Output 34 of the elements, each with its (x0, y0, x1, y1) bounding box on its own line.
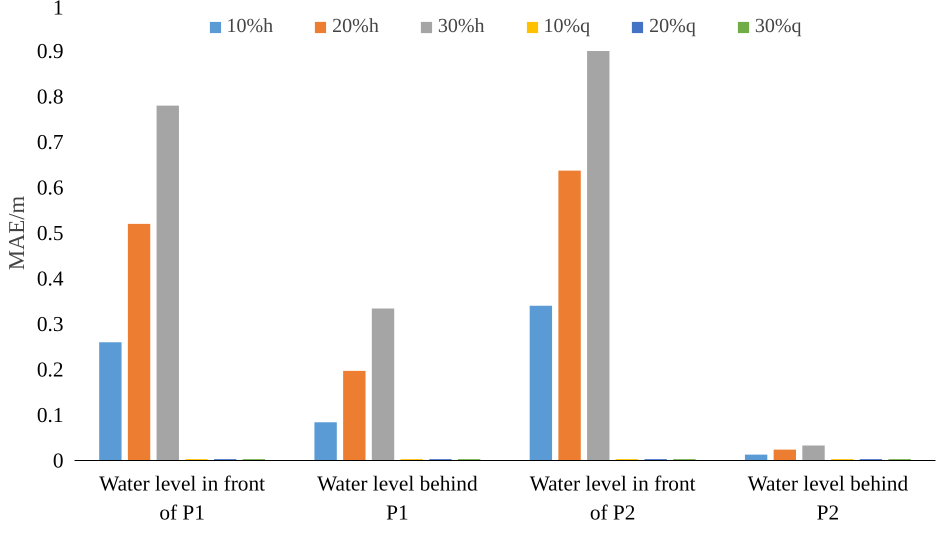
y-tick-label: 0.4 (36, 266, 64, 290)
y-tick-label: 0.2 (36, 358, 64, 382)
y-tick-label: 0.3 (36, 312, 64, 336)
y-tick-label: 0.6 (36, 176, 64, 200)
x-tick-label: Water level in front of P2 (530, 472, 696, 524)
legend-label: 10%h (226, 15, 274, 38)
y-tick-label: 0.8 (36, 84, 64, 108)
legend-label: 10%q (544, 15, 590, 38)
bar (314, 422, 337, 460)
bar (530, 306, 552, 460)
legend-label: 30%q (754, 15, 802, 38)
bar (99, 342, 122, 460)
bar (156, 106, 179, 460)
x-tick-label: Water level behind P1 (317, 472, 478, 524)
y-tick-label: 0.1 (36, 403, 64, 427)
bar (343, 370, 366, 460)
y-axis-title: MAE/m (4, 195, 29, 270)
bar (587, 51, 610, 460)
legend-label: 20%h (332, 15, 379, 38)
y-tick-label: 1 (52, 0, 64, 20)
bar (558, 170, 581, 460)
bar (774, 450, 796, 460)
y-tick-label: 0.5 (36, 221, 64, 245)
x-tick-label: Water level behind P2 (748, 472, 908, 524)
y-tick-label: 0.7 (36, 130, 64, 154)
legend-label: 30%h (438, 15, 484, 38)
bar (744, 454, 768, 460)
legend-label: 20%q (649, 15, 696, 38)
x-tick-label: Water level in front of P1 (99, 472, 266, 524)
bar (802, 445, 825, 460)
y-tick-label: 0 (52, 448, 64, 472)
bar (128, 224, 150, 460)
bar (372, 308, 394, 460)
y-tick-label: 0.9 (36, 39, 64, 63)
